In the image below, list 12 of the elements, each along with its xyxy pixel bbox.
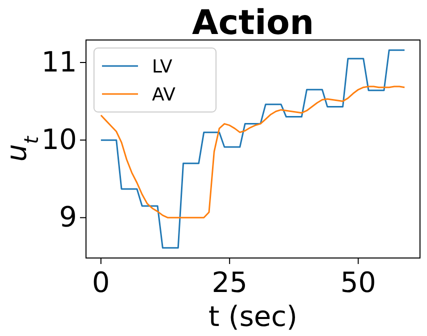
x-tick-label: 50 [340, 266, 376, 300]
line-series [100, 86, 406, 218]
x-axis-title: t (sec) [208, 300, 298, 333]
line-series [100, 49, 406, 249]
legend-label: AV [152, 84, 176, 106]
x-tick-label: 25 [212, 266, 248, 300]
chart-title: Action [192, 3, 314, 43]
legend-label: LV [152, 56, 174, 78]
y-tick-label: 11 [41, 45, 77, 78]
y-tick-label: 9 [59, 200, 77, 234]
y-tick-label: 10 [41, 123, 77, 156]
x-tick-label: 0 [92, 266, 110, 300]
